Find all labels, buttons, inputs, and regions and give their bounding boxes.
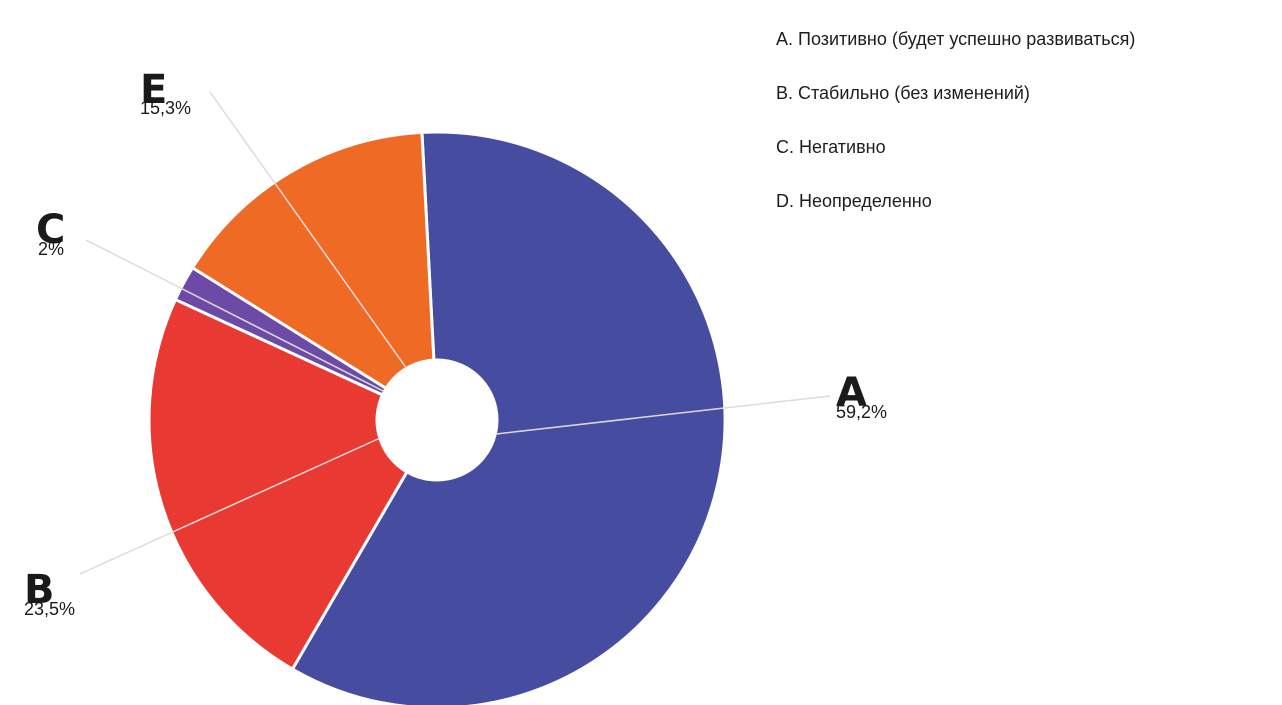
- slice-letter-c: C: [36, 207, 65, 253]
- slice-labels: A59,2% B23,5% C2% E15,3%: [24, 67, 887, 619]
- leader-line-a: [495, 395, 831, 435]
- leader-line-c: [85, 239, 385, 393]
- legend-item-b: B. Стабильно (без изменений): [776, 83, 1030, 103]
- donut-hole: [378, 361, 496, 479]
- slice-percent-b: 23,5%: [24, 599, 75, 619]
- leader-lines: [79, 91, 831, 575]
- legend-item-d: D. Неопределенно: [776, 191, 932, 211]
- slice-e: [190, 130, 436, 391]
- slice-letter-e: E: [140, 67, 167, 113]
- legend-item-c: C. Негативно: [776, 137, 886, 157]
- slice-letter-b: B: [24, 567, 55, 613]
- slice-a: [290, 130, 727, 705]
- legend-item-a: A. Позитивно (будет успешно развиваться): [776, 29, 1136, 49]
- leader-line-b: [79, 437, 381, 575]
- slice-percent-e: 15,3%: [140, 98, 191, 118]
- slice-letter-a: A: [836, 370, 867, 416]
- slice-percent-c: 2%: [38, 239, 64, 259]
- legend: A. Позитивно (будет успешно развиваться)…: [776, 12, 1135, 228]
- leader-line-e: [209, 91, 408, 369]
- slice-percent-a: 59,2%: [836, 402, 887, 422]
